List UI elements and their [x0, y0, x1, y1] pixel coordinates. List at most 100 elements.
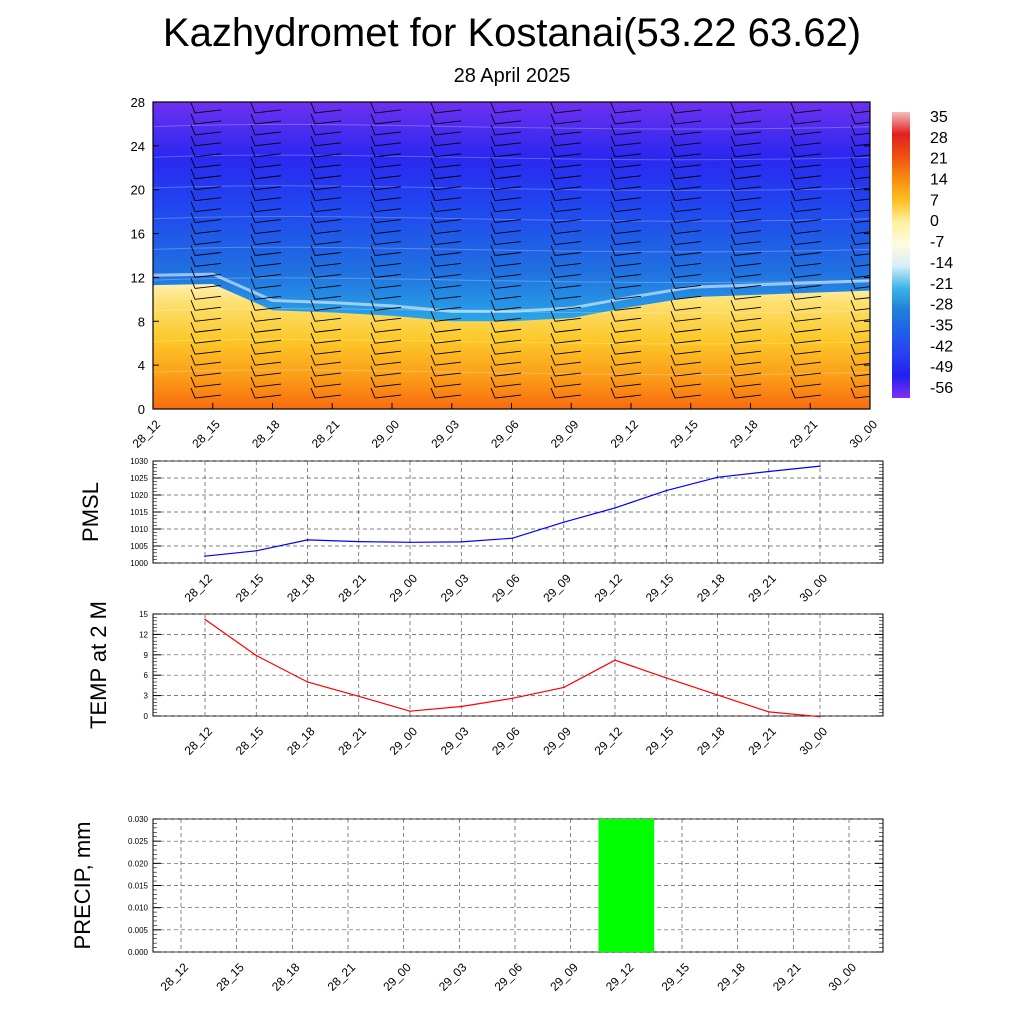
wind-barb [794, 350, 822, 355]
wind-barb-flag [310, 387, 316, 399]
heatmap-x-tick-label: 29_00 [369, 417, 403, 451]
wind-barb [554, 372, 582, 377]
wind-barb-flag [250, 212, 256, 223]
colorbar-label: -14 [930, 255, 953, 272]
wind-barb-flag [310, 113, 316, 125]
wind-barb [734, 219, 762, 224]
wind-barb-flag [250, 234, 256, 245]
wind-barb-flag [310, 289, 316, 300]
wind-barb [194, 208, 222, 213]
wind-barb [494, 328, 522, 333]
wind-barb [314, 142, 342, 147]
wind-barb [254, 142, 282, 147]
wind-barb-flag [610, 190, 616, 201]
wind-barb [434, 284, 462, 289]
wind-barb [314, 306, 342, 311]
wind-barb [554, 252, 582, 256]
colorbar-label: -42 [930, 338, 953, 355]
wind-barb [434, 230, 462, 235]
y-tick-label: 1030 [130, 457, 148, 466]
wind-barb-flag [310, 212, 316, 223]
wind-barb-flag [850, 179, 856, 190]
wind-barb-flag [730, 146, 736, 157]
wind-barb [434, 252, 462, 256]
wind-barb-flag [310, 102, 316, 114]
wind-barb-flag [850, 223, 856, 234]
x-tick-label: 28_15 [233, 571, 267, 605]
wind-barb [254, 219, 282, 224]
wind-barb [794, 197, 822, 202]
wind-barb-flag [550, 376, 556, 388]
wind-barb [554, 197, 582, 202]
wind-barb [374, 273, 402, 278]
wind-barb [854, 132, 870, 136]
wind-barb-flag [850, 365, 856, 377]
wind-barb-flag [670, 223, 676, 234]
wind-barb-flag [190, 278, 196, 289]
wind-barb-flag [250, 376, 256, 388]
wind-barb-flag [850, 245, 856, 256]
wind-barb [794, 164, 822, 169]
y-tick-label: 1015 [130, 508, 148, 517]
wind-barb-flag [370, 365, 376, 377]
wind-barb-flag [790, 245, 796, 256]
wind-barb [434, 383, 462, 388]
colorbar-label: -28 [930, 297, 953, 314]
wind-barb-flag [490, 289, 496, 300]
wind-barb [854, 330, 870, 333]
wind-barb [734, 131, 762, 136]
data-point [716, 476, 719, 479]
x-tick-label: 29_15 [659, 960, 693, 994]
freezing-level-contour [153, 272, 870, 313]
wind-barb [794, 131, 822, 136]
wind-barb-flag [430, 354, 436, 366]
heatmap-x-tick-label: 29_15 [667, 417, 701, 451]
wind-barb [314, 175, 342, 180]
data-point [768, 711, 770, 713]
wind-barb-flag [430, 212, 436, 223]
x-tick-label: 29_06 [489, 571, 523, 605]
data-point [665, 489, 668, 492]
wind-barb-flag [490, 311, 496, 322]
wind-barb [194, 394, 222, 399]
wind-barb-flag [610, 365, 616, 377]
wind-barb [314, 252, 342, 256]
wind-barb [434, 197, 462, 202]
wind-barb [374, 339, 402, 344]
wind-barb [374, 175, 402, 180]
wind-barb [434, 142, 462, 147]
wind-barb-flag [790, 168, 796, 179]
wind-barb [254, 186, 282, 191]
data-point [563, 686, 565, 689]
wind-barb-flag [250, 245, 256, 256]
wind-barb [554, 131, 582, 136]
wind-barb-flag [850, 354, 856, 366]
x-tick-label: 28_21 [335, 724, 369, 758]
wind-barb-flag [310, 135, 316, 147]
wind-barb [314, 372, 342, 377]
wind-barb-flag [790, 190, 796, 201]
wind-barb [194, 131, 222, 136]
y-tick-label: 0.010 [128, 904, 149, 913]
wind-barb [734, 241, 762, 245]
wind-barb-flag [730, 201, 736, 212]
wind-barb [554, 230, 582, 235]
wind-barb-flag [670, 289, 676, 300]
wind-barb-flag [550, 365, 556, 377]
wind-barb-flag [250, 146, 256, 157]
wind-barb [734, 394, 762, 399]
wind-barb-flag [190, 212, 196, 223]
wind-barb-flag [850, 168, 856, 179]
wind-barb [314, 284, 342, 289]
y-tick-label: 12 [139, 630, 148, 639]
wind-barb-flag [490, 157, 496, 168]
wind-barb [374, 328, 402, 333]
wind-barb [554, 241, 582, 245]
wind-barb-flag [490, 212, 496, 223]
wind-barb-flag [610, 344, 616, 355]
wind-barb [314, 339, 342, 344]
wind-barb [674, 317, 702, 322]
wind-barb-flag [790, 256, 796, 267]
wind-barb [854, 198, 870, 202]
wind-barb [494, 164, 522, 169]
